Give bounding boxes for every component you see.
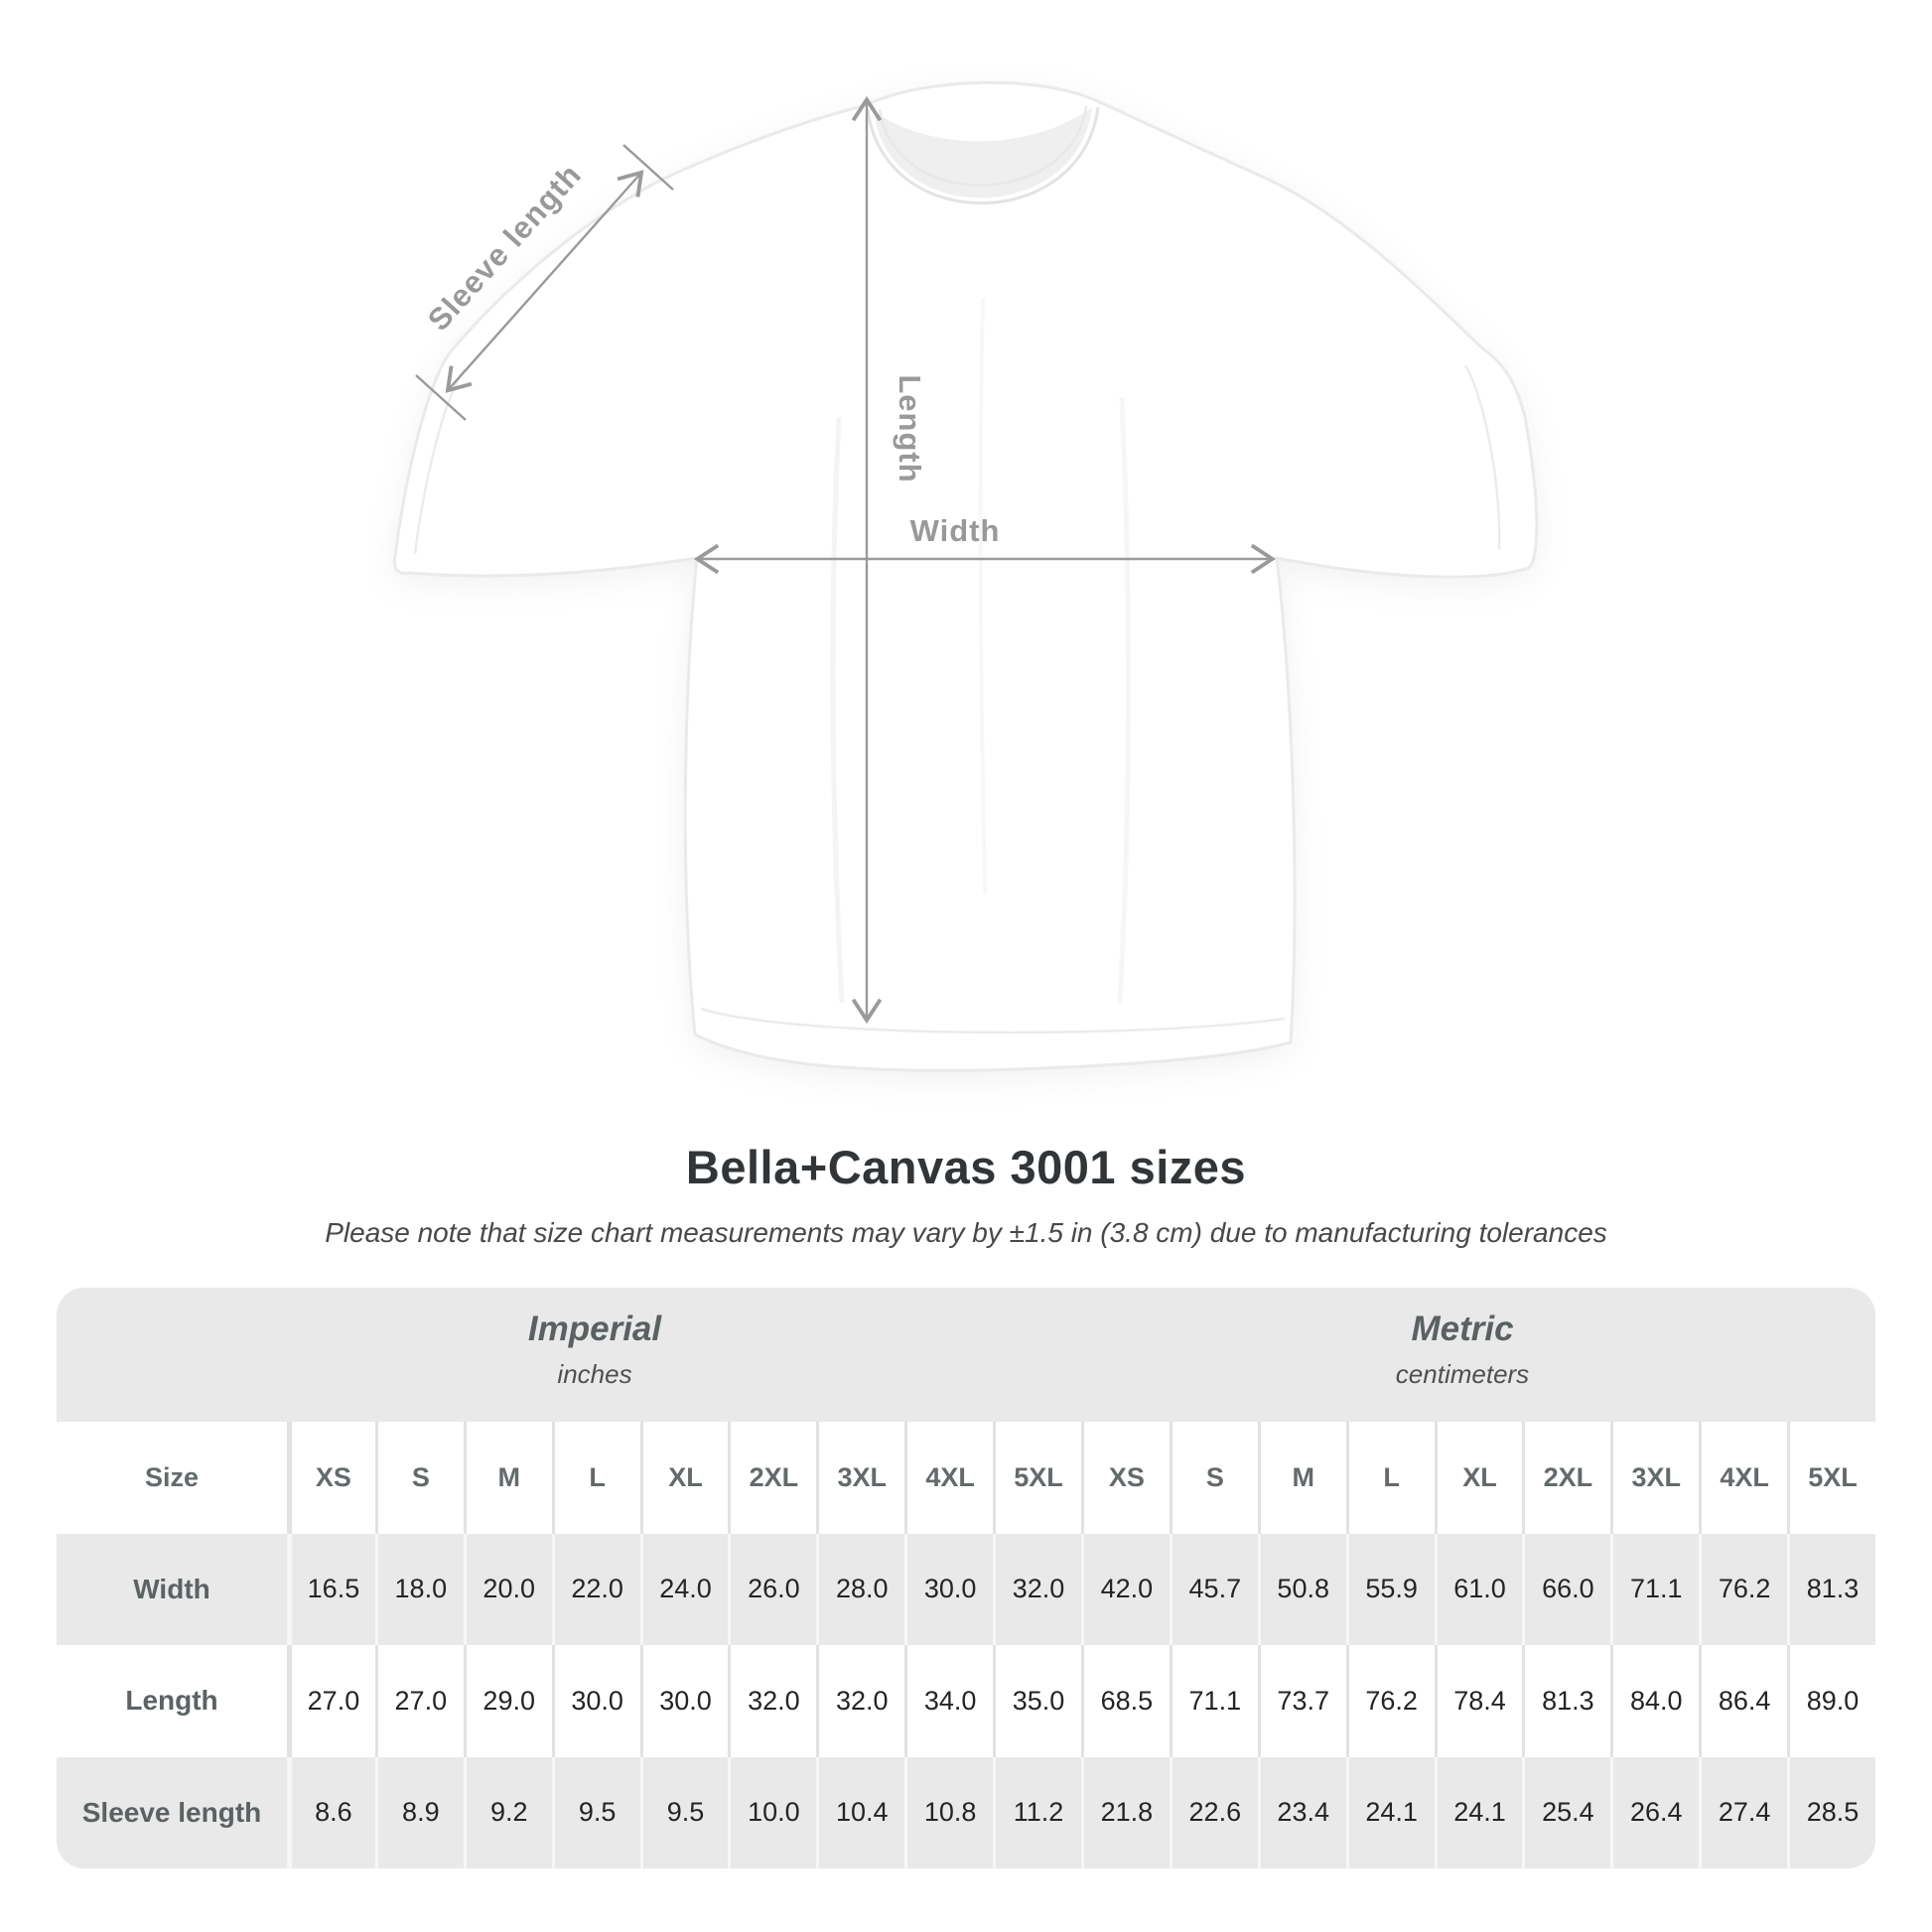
measurement-cell: 20.0: [463, 1533, 552, 1645]
measurement-cell: 22.6: [1169, 1756, 1258, 1868]
measurement-cell: 45.7: [1169, 1533, 1258, 1645]
metric-unit: centimeters: [1395, 1359, 1530, 1389]
measurement-annotations: [415, 95, 1277, 1025]
measurement-cell: 10.4: [816, 1756, 905, 1868]
size-col-header: 2XL: [1522, 1422, 1611, 1534]
metric-header: Metric centimeters: [1396, 1310, 1529, 1390]
imperial-unit: inches: [557, 1359, 632, 1389]
measurement-cell: 10.0: [728, 1756, 817, 1868]
measurement-cell: 10.8: [904, 1756, 994, 1868]
metric-title: Metric: [1411, 1310, 1514, 1348]
measurement-cell: 9.5: [639, 1756, 729, 1868]
page-title: Bella+Canvas 3001 sizes: [685, 1141, 1247, 1193]
sleeve-tick-bottom: [415, 374, 467, 421]
measurement-cell: 84.0: [1610, 1645, 1700, 1757]
imperial-title: Imperial: [527, 1310, 662, 1348]
measurement-cell: 18.0: [374, 1533, 464, 1645]
measurement-cell: 55.9: [1345, 1533, 1435, 1645]
sleeve-tick-top: [622, 144, 674, 191]
measurement-cell: 21.8: [1080, 1756, 1170, 1868]
size-col-header: 5XL: [993, 1422, 1081, 1534]
row-label: Length: [57, 1645, 287, 1757]
measurement-cell: 71.1: [1169, 1645, 1258, 1757]
measurement-cell: 73.7: [1257, 1645, 1346, 1757]
measurement-cell: 35.0: [993, 1645, 1081, 1757]
measurement-cell: 71.1: [1610, 1533, 1700, 1645]
measurement-cell: 32.0: [728, 1645, 817, 1757]
size-col-header: L: [1345, 1422, 1435, 1534]
size-grid: Imperial inches Metric centimeters Size X…: [57, 1288, 1875, 1868]
size-table-panel: Imperial inches Metric centimeters Size X…: [57, 1288, 1875, 1868]
measurement-cell: 30.0: [551, 1645, 640, 1757]
size-col-header: 4XL: [1699, 1422, 1788, 1534]
measurement-cell: 76.2: [1345, 1645, 1435, 1757]
size-col-header: M: [1257, 1422, 1346, 1534]
measurement-cell: 24.0: [639, 1533, 729, 1645]
width-label: Width: [910, 513, 1001, 548]
measurement-cell: 24.1: [1434, 1756, 1523, 1868]
size-col-header: 3XL: [1610, 1422, 1700, 1534]
tolerance-note: Please note that size chart measurements…: [325, 1217, 1607, 1248]
row-label: Sleeve length: [57, 1756, 287, 1868]
size-col-header: L: [551, 1422, 640, 1534]
size-col-header: M: [463, 1422, 552, 1534]
size-col-header: 5XL: [1787, 1422, 1875, 1534]
measurement-cell: 42.0: [1080, 1533, 1170, 1645]
measurement-cell: 26.0: [728, 1533, 817, 1645]
measurement-cell: 28.0: [816, 1533, 905, 1645]
measurement-cell: 61.0: [1434, 1533, 1523, 1645]
size-col-header: XS: [287, 1422, 375, 1534]
measurement-cell: 28.5: [1787, 1756, 1875, 1868]
measurement-cell: 50.8: [1257, 1533, 1346, 1645]
imperial-header: Imperial inches: [528, 1310, 661, 1390]
measurement-cell: 30.0: [639, 1645, 729, 1757]
measurement-cell: 9.2: [463, 1756, 552, 1868]
size-col-header: XL: [1434, 1422, 1523, 1534]
measurement-cell: 8.6: [287, 1756, 375, 1868]
measurement-cell: 8.9: [374, 1756, 464, 1868]
length-label: Length: [893, 374, 927, 483]
measurement-cell: 23.4: [1257, 1756, 1346, 1868]
measurement-cell: 9.5: [551, 1756, 640, 1868]
measurement-cell: 16.5: [287, 1533, 375, 1645]
measurement-cell: 32.0: [993, 1533, 1081, 1645]
size-col-header: 2XL: [728, 1422, 817, 1534]
size-col-header: S: [374, 1422, 464, 1534]
measurement-cell: 81.3: [1787, 1533, 1875, 1645]
measurement-cell: 30.0: [904, 1533, 994, 1645]
sleeve-length-arrow: [445, 170, 644, 393]
measurement-cell: 26.4: [1610, 1756, 1700, 1868]
measurement-cell: 66.0: [1522, 1533, 1611, 1645]
size-row-label: Size: [57, 1422, 287, 1534]
measurement-cell: 34.0: [904, 1645, 994, 1757]
measurement-cell: 76.2: [1699, 1533, 1788, 1645]
measurement-cell: 32.0: [816, 1645, 905, 1757]
measurement-cell: 89.0: [1787, 1645, 1875, 1757]
measurement-cell: 81.3: [1522, 1645, 1611, 1757]
units-header-band: Imperial inches Metric centimeters: [57, 1288, 1875, 1422]
row-label: Width: [57, 1533, 287, 1645]
size-col-header: S: [1169, 1422, 1258, 1534]
tshirt-illustration: [392, 80, 1539, 1072]
size-col-header: XL: [639, 1422, 729, 1534]
size-col-header: XS: [1080, 1422, 1170, 1534]
measurement-cell: 78.4: [1434, 1645, 1523, 1757]
size-col-header: 3XL: [816, 1422, 905, 1534]
measurement-cell: 22.0: [551, 1533, 640, 1645]
measurement-cell: 86.4: [1699, 1645, 1788, 1757]
measurement-cell: 24.1: [1345, 1756, 1435, 1868]
measurement-cell: 68.5: [1080, 1645, 1170, 1757]
size-col-header: 4XL: [904, 1422, 994, 1534]
measurement-cell: 27.0: [287, 1645, 375, 1757]
measurement-cell: 11.2: [993, 1756, 1081, 1868]
measurement-cell: 27.0: [374, 1645, 464, 1757]
measurement-cell: 27.4: [1699, 1756, 1788, 1868]
tshirt-diagram-svg: Length Width Sleeve length: [392, 80, 1539, 1072]
measurement-cell: 29.0: [463, 1645, 552, 1757]
measurement-cell: 25.4: [1522, 1756, 1611, 1868]
tshirt-measurement-diagram: Length Width Sleeve length: [392, 80, 1539, 1072]
